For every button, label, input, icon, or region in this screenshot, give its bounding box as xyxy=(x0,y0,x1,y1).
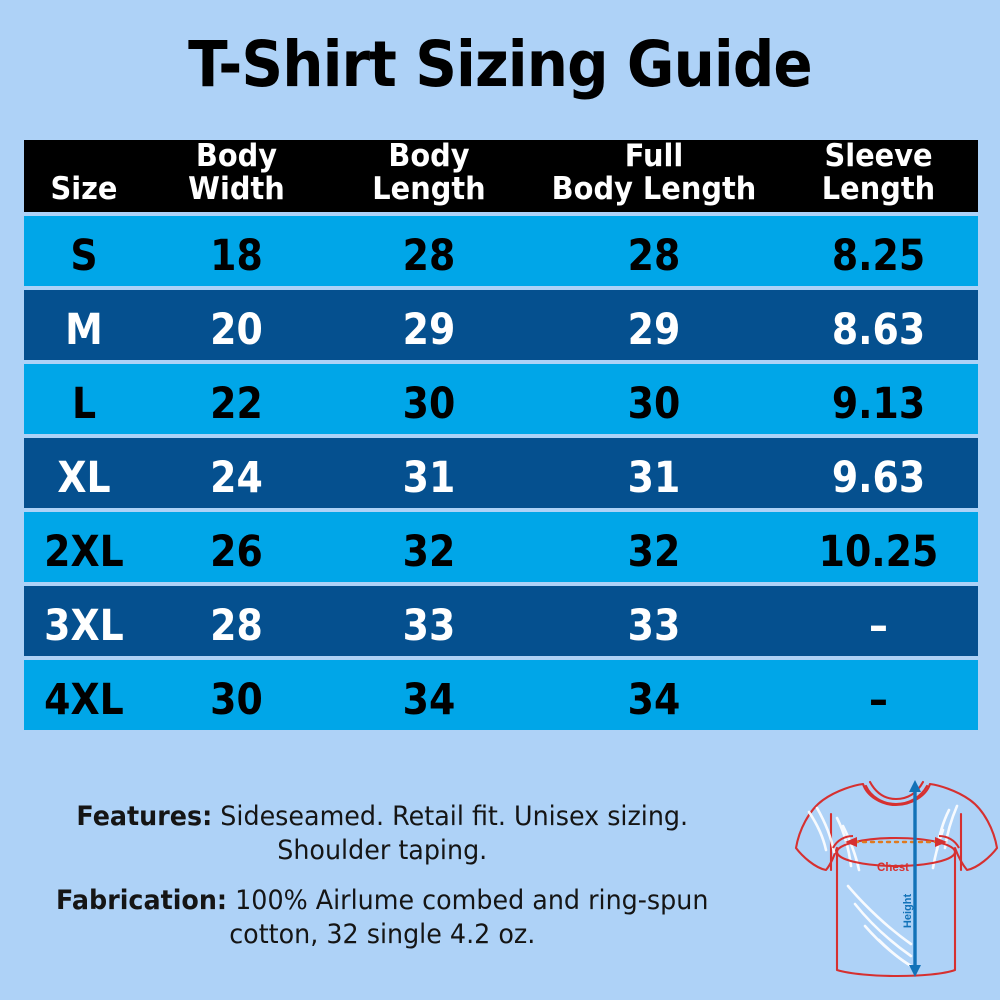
cell-body-width: 28 xyxy=(210,601,263,651)
cell-full-body-length: 32 xyxy=(627,527,681,577)
page-title: T-Shirt Sizing Guide xyxy=(188,28,813,101)
features-note: Features: Sideseamed. Retail fit. Unisex… xyxy=(18,800,747,868)
cell-body-length: 31 xyxy=(402,453,456,503)
cell-body-width: 22 xyxy=(210,379,263,429)
cell-full-body-length: 29 xyxy=(627,305,681,355)
cell-size: M xyxy=(65,305,103,355)
cell-size: 3XL xyxy=(44,601,124,651)
cell-body-length: 29 xyxy=(402,305,456,355)
sizing-table: Size Body Width Body Length Full Body Le… xyxy=(24,140,978,730)
cell-sleeve-length: 8.25 xyxy=(831,231,926,281)
fabric-highlight-icon xyxy=(807,804,959,970)
header-size: Size xyxy=(50,171,118,207)
chest-measure-arrow-icon xyxy=(832,834,960,849)
table-row: L 22 30 30 9.13 xyxy=(24,364,978,434)
chest-ellipse-icon xyxy=(835,836,957,868)
cell-body-length: 33 xyxy=(402,601,456,651)
cell-full-body-length: 30 xyxy=(627,379,681,429)
fabrication-label: Fabrication: xyxy=(56,885,228,916)
cell-sleeve-length: – xyxy=(869,675,888,725)
cell-body-length: 30 xyxy=(402,379,456,429)
cell-full-body-length: 28 xyxy=(627,231,681,281)
cell-sleeve-length: 8.63 xyxy=(831,305,926,355)
chest-label: Chest xyxy=(877,862,909,874)
cell-sleeve-length: 9.63 xyxy=(831,453,926,503)
table-row: 3XL 28 33 33 – xyxy=(24,586,978,656)
table-row: 4XL 30 34 34 – xyxy=(24,660,978,730)
table-row: 2XL 26 32 32 10.25 xyxy=(24,512,978,582)
table-row: M 20 29 29 8.63 xyxy=(24,290,978,360)
cell-size: XL xyxy=(57,453,111,503)
header-body-length: Body Length xyxy=(372,138,486,207)
cell-body-width: 20 xyxy=(210,305,263,355)
cell-full-body-length: 31 xyxy=(627,453,681,503)
height-label: Height xyxy=(902,894,914,929)
cell-sleeve-length: 10.25 xyxy=(818,527,939,577)
header-body-width: Body Width xyxy=(188,138,285,207)
cell-body-width: 24 xyxy=(210,453,263,503)
table-row: S 18 28 28 8.25 xyxy=(24,216,978,286)
cell-body-length: 34 xyxy=(402,675,456,725)
cell-body-length: 28 xyxy=(402,231,456,281)
height-measure-arrow-icon xyxy=(909,780,921,977)
cell-size: 2XL xyxy=(44,527,124,577)
cell-sleeve-length: 9.13 xyxy=(831,379,926,429)
header-full-body-length: Full Body Length xyxy=(551,138,757,207)
cell-body-length: 32 xyxy=(402,527,456,577)
footer-notes: Features: Sideseamed. Retail fit. Unisex… xyxy=(18,800,793,952)
cell-size: 4XL xyxy=(44,675,124,725)
fabrication-note: Fabrication: 100% Airlume combed and rin… xyxy=(18,884,747,952)
table-row: XL 24 31 31 9.63 xyxy=(24,438,978,508)
cell-body-width: 26 xyxy=(210,527,263,577)
cell-sleeve-length: – xyxy=(869,601,888,651)
shirt-outline-icon xyxy=(794,780,999,978)
cell-body-width: 18 xyxy=(210,231,263,281)
header-sleeve-length: Sleeve Length xyxy=(821,138,936,207)
cell-body-width: 30 xyxy=(210,675,263,725)
tshirt-measurement-diagram: Chest Height xyxy=(793,778,1000,996)
features-label: Features: xyxy=(76,801,213,832)
cell-size: S xyxy=(70,231,98,281)
cell-size: L xyxy=(71,379,97,429)
fabrication-text: 100% Airlume combed and ring-spun cotton… xyxy=(227,885,709,950)
features-text: Sideseamed. Retail fit. Unisex sizing. S… xyxy=(212,801,689,866)
cell-full-body-length: 33 xyxy=(627,601,681,651)
table-header-row: Size Body Width Body Length Full Body Le… xyxy=(24,140,978,212)
cell-full-body-length: 34 xyxy=(627,675,681,725)
